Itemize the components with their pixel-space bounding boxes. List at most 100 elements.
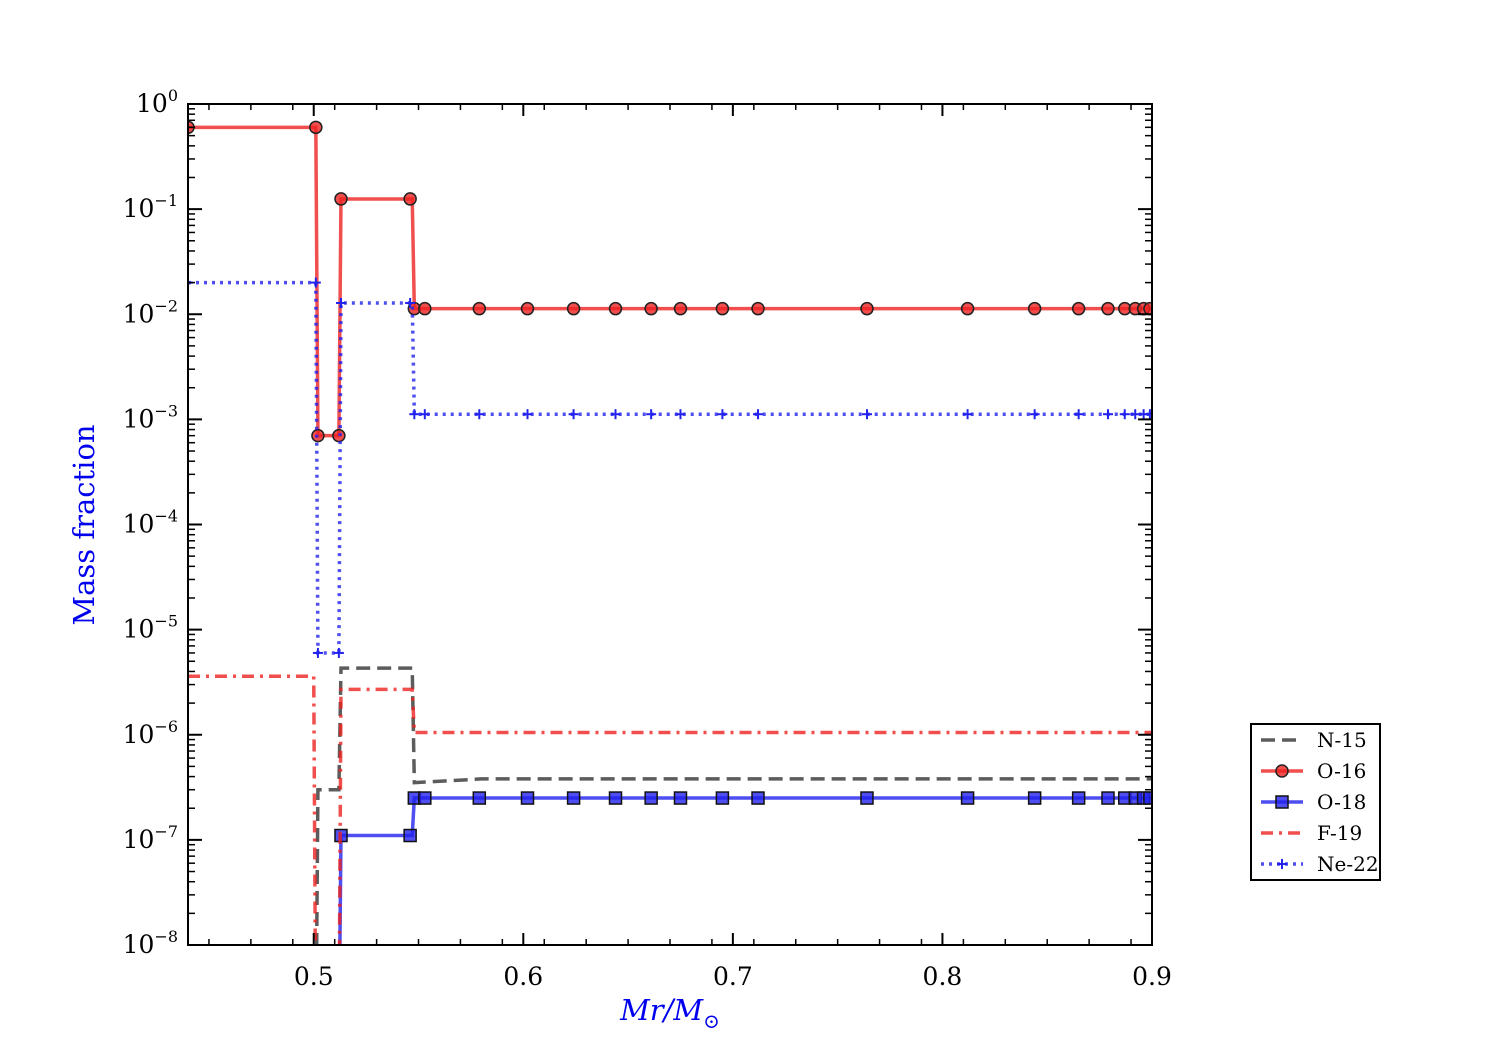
data-point <box>1102 409 1113 420</box>
x-tick-label: 0.9 <box>1132 962 1172 991</box>
x-tick-label: 0.7 <box>713 962 753 991</box>
data-point <box>333 647 344 658</box>
data-point <box>1130 409 1141 420</box>
series-line <box>314 666 1152 945</box>
data-point <box>1143 791 1152 805</box>
data-point <box>646 409 657 420</box>
data-point <box>1073 409 1084 420</box>
y-tick-label: 10−4 <box>123 507 178 539</box>
x-axis-title: Mr/M⊙ <box>619 993 720 1033</box>
data-point <box>1143 301 1152 316</box>
data-point <box>1119 409 1130 420</box>
data-point <box>566 301 581 316</box>
series-line <box>338 796 1152 945</box>
legend-label: O-18 <box>1317 790 1366 814</box>
series-f-19 <box>188 674 1152 945</box>
y-tick-label: 10−3 <box>123 401 178 433</box>
legend-label: O-16 <box>1317 759 1366 783</box>
legend-item: F-19 <box>1261 821 1362 845</box>
legend-label: Ne-22 <box>1317 852 1379 876</box>
y-tick-label: 10−5 <box>123 612 178 644</box>
data-point <box>644 791 658 805</box>
y-tick-label: 10−7 <box>123 822 178 854</box>
series-n-15 <box>314 666 1152 945</box>
series-layer <box>188 120 1152 945</box>
data-point <box>644 301 658 316</box>
data-point <box>568 409 579 420</box>
legend-marker <box>1277 859 1287 869</box>
data-point <box>335 297 346 308</box>
x-tick-label: 0.8 <box>923 962 963 991</box>
legend-label: N-15 <box>1317 728 1367 752</box>
data-point <box>1071 301 1086 316</box>
data-point <box>472 301 487 316</box>
tick-layer <box>188 103 1153 946</box>
data-point <box>675 409 686 420</box>
data-point <box>334 192 348 206</box>
legend-marker <box>1275 764 1289 778</box>
y-tick-label: 10−2 <box>123 296 178 328</box>
data-point <box>472 791 487 805</box>
legend-item: Ne-22 <box>1261 852 1379 876</box>
series-o-16 <box>188 120 1152 443</box>
data-point <box>1144 409 1152 420</box>
data-point <box>673 791 688 805</box>
series-line <box>188 125 1152 438</box>
plot-frame <box>187 103 1153 946</box>
series-o-18 <box>334 791 1152 945</box>
data-point <box>520 301 535 316</box>
data-point <box>418 791 432 805</box>
data-point <box>520 791 535 805</box>
data-point <box>960 791 975 805</box>
data-point <box>1071 791 1086 805</box>
data-point <box>1029 409 1040 420</box>
legend-item: N-15 <box>1261 728 1367 752</box>
y-tick-label: 10−6 <box>123 717 178 749</box>
legend-item: O-16 <box>1261 759 1366 783</box>
data-point <box>405 297 416 308</box>
y-tick-label: 10−8 <box>123 927 178 959</box>
data-point <box>960 301 975 316</box>
data-point <box>751 791 765 805</box>
data-point <box>309 120 323 135</box>
data-point <box>717 409 728 420</box>
data-point <box>1101 301 1115 316</box>
data-point <box>1027 301 1042 316</box>
series-ne-22 <box>188 277 1152 658</box>
y-tick-label: 100 <box>136 86 178 118</box>
data-point <box>403 192 417 206</box>
label-layer: 0.5 0.6 0.7 0.8 0.9 100 10−1 10−2 10−3 10−4 10−5 10… <box>123 86 1172 991</box>
data-point <box>403 828 417 843</box>
data-point <box>522 409 533 420</box>
data-point <box>312 647 323 658</box>
data-point <box>860 791 874 805</box>
legend-marker <box>1275 795 1289 809</box>
x-axis-title-subscript: ⊙ <box>703 1009 720 1033</box>
data-point <box>610 409 621 420</box>
data-point <box>310 277 321 288</box>
data-point <box>418 301 432 316</box>
data-point <box>1101 791 1115 805</box>
x-tick-label: 0.6 <box>503 962 543 991</box>
legend-label: F-19 <box>1317 821 1362 845</box>
data-point <box>715 791 730 805</box>
series-line <box>188 674 1152 945</box>
data-point <box>608 301 623 316</box>
data-point <box>753 409 764 420</box>
data-point <box>861 409 872 420</box>
data-point <box>608 791 623 805</box>
data-point <box>860 301 874 316</box>
data-point <box>409 409 420 420</box>
legend: N-15 O-16 O-18 F-19 Ne-22 <box>1250 723 1381 881</box>
data-point <box>419 409 430 420</box>
data-point <box>715 301 730 316</box>
data-point <box>751 301 765 316</box>
x-tick-label: 0.5 <box>294 962 334 991</box>
y-tick-label: 10−1 <box>123 191 178 223</box>
data-point <box>566 791 581 805</box>
y-axis-title: Mass fraction <box>67 424 101 625</box>
legend-item: O-18 <box>1261 790 1366 814</box>
data-point <box>1027 791 1042 805</box>
